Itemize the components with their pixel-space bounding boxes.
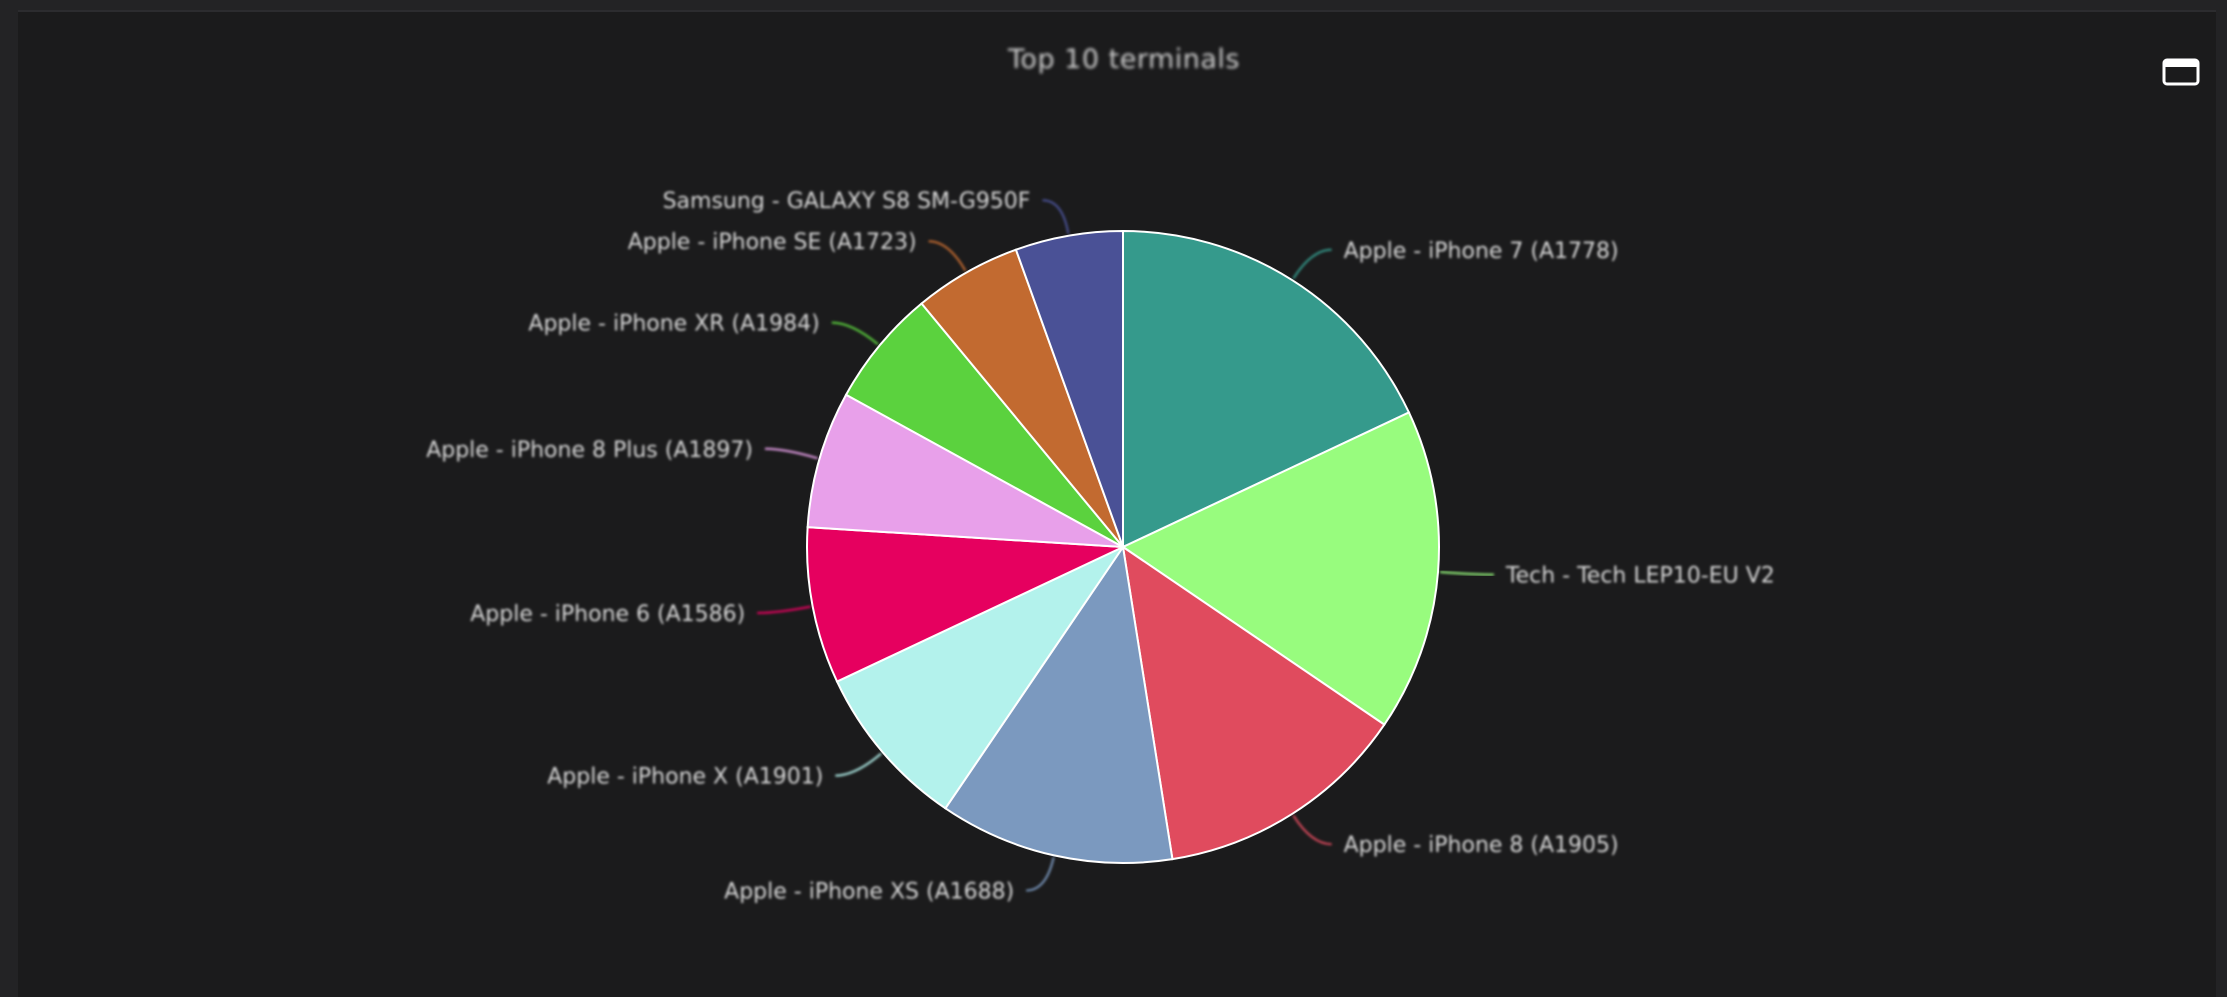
pie-slices: [806, 229, 1440, 864]
pie-slice[interactable]: [1014, 229, 1124, 548]
slice-label: Apple - iPhone 7 (A1778): [1344, 239, 1619, 264]
pie-slice[interactable]: [1122, 229, 1411, 549]
slice-label: Apple - iPhone SE (A1723): [628, 230, 917, 255]
slice-label: Apple - iPhone 8 Plus (A1897): [426, 438, 753, 463]
window-maximize-icon[interactable]: [2162, 56, 2200, 88]
pie-slice[interactable]: [1120, 411, 1440, 727]
slice-label: Apple - iPhone X (A1901): [547, 765, 823, 790]
label-connector: [928, 240, 967, 272]
label-connector: [831, 321, 879, 346]
slice-label: Samsung - GALAXY S8 SM-G950F: [663, 189, 1031, 214]
slice-labels: Apple - iPhone 7 (A1778) Tech - Tech LEP1…: [426, 189, 1775, 904]
label-connector: [1026, 857, 1055, 892]
label-connector: [1292, 248, 1332, 280]
slice-label: Apple - iPhone XS (A1688): [724, 880, 1014, 905]
label-connector: [1439, 570, 1494, 576]
pie-slice[interactable]: [943, 544, 1174, 864]
pie-slice[interactable]: [806, 526, 1124, 683]
pie-slice[interactable]: [844, 302, 1124, 548]
label-connector: [835, 752, 882, 777]
pie-slice[interactable]: [806, 393, 1124, 548]
slice-label: Apple - iPhone XR (A1984): [528, 312, 819, 337]
label-connector: [1042, 199, 1070, 234]
label-connector: [764, 447, 818, 460]
label-connectors: [757, 199, 1494, 892]
label-connector: [1292, 814, 1332, 846]
pie-slice[interactable]: [1121, 544, 1386, 861]
slice-label: Tech - Tech LEP10-EU V2: [1505, 564, 1775, 589]
label-connector: [757, 605, 811, 614]
slice-label: Apple - iPhone 8 (A1905): [1344, 833, 1619, 858]
pie-slice[interactable]: [835, 544, 1126, 810]
slice-label: Apple - iPhone 6 (A1586): [470, 602, 745, 627]
chart-title: Top 10 terminals: [1008, 44, 1240, 75]
